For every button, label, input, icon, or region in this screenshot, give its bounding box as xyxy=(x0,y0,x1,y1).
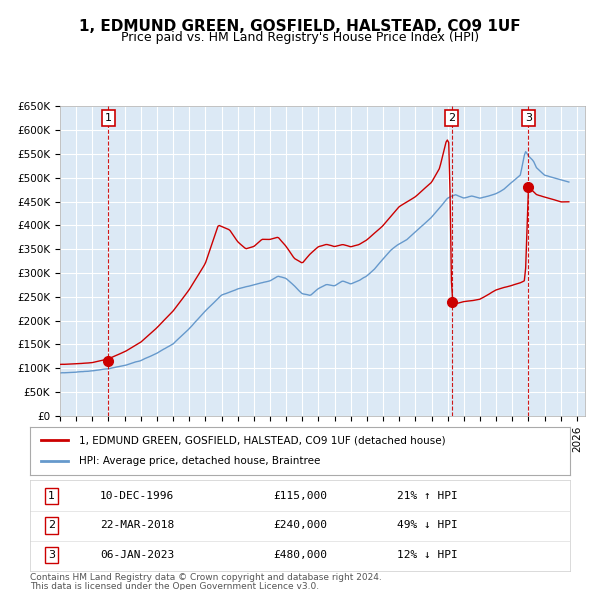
Text: 06-JAN-2023: 06-JAN-2023 xyxy=(100,550,175,560)
Text: 49% ↓ HPI: 49% ↓ HPI xyxy=(397,520,458,530)
Text: 12% ↓ HPI: 12% ↓ HPI xyxy=(397,550,458,560)
Text: £115,000: £115,000 xyxy=(273,491,327,501)
Text: 2: 2 xyxy=(48,520,55,530)
Text: 3: 3 xyxy=(525,113,532,123)
Text: £480,000: £480,000 xyxy=(273,550,327,560)
Text: 2: 2 xyxy=(448,113,455,123)
Text: 1: 1 xyxy=(105,113,112,123)
Text: This data is licensed under the Open Government Licence v3.0.: This data is licensed under the Open Gov… xyxy=(30,582,319,590)
Text: 10-DEC-1996: 10-DEC-1996 xyxy=(100,491,175,501)
Text: 1: 1 xyxy=(48,491,55,501)
Text: 1, EDMUND GREEN, GOSFIELD, HALSTEAD, CO9 1UF: 1, EDMUND GREEN, GOSFIELD, HALSTEAD, CO9… xyxy=(79,19,521,34)
Text: HPI: Average price, detached house, Braintree: HPI: Average price, detached house, Brai… xyxy=(79,457,320,467)
Text: Contains HM Land Registry data © Crown copyright and database right 2024.: Contains HM Land Registry data © Crown c… xyxy=(30,573,382,582)
Text: Price paid vs. HM Land Registry's House Price Index (HPI): Price paid vs. HM Land Registry's House … xyxy=(121,31,479,44)
Text: 3: 3 xyxy=(48,550,55,560)
Text: £240,000: £240,000 xyxy=(273,520,327,530)
Text: 22-MAR-2018: 22-MAR-2018 xyxy=(100,520,175,530)
Text: 21% ↑ HPI: 21% ↑ HPI xyxy=(397,491,458,501)
Text: 1, EDMUND GREEN, GOSFIELD, HALSTEAD, CO9 1UF (detached house): 1, EDMUND GREEN, GOSFIELD, HALSTEAD, CO9… xyxy=(79,435,445,445)
